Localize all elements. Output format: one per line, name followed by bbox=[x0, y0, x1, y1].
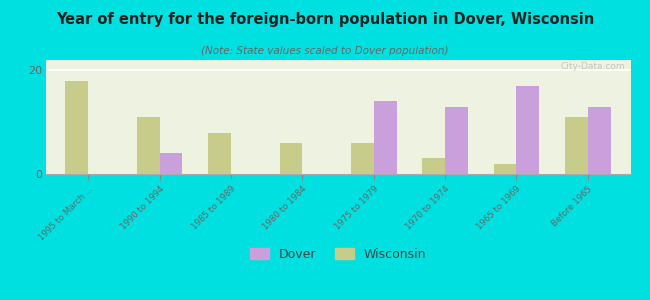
Bar bbox=[445, 106, 468, 174]
Bar bbox=[422, 158, 445, 174]
Bar bbox=[565, 117, 588, 174]
Bar bbox=[374, 101, 396, 174]
Text: City-Data.com: City-Data.com bbox=[560, 62, 625, 71]
Bar bbox=[160, 153, 183, 174]
Bar bbox=[588, 106, 610, 174]
Bar bbox=[493, 164, 516, 174]
Bar bbox=[280, 143, 302, 174]
Bar bbox=[66, 81, 88, 174]
Text: (Note: State values scaled to Dover population): (Note: State values scaled to Dover popu… bbox=[202, 46, 448, 56]
Legend: Dover, Wisconsin: Dover, Wisconsin bbox=[245, 243, 431, 266]
Bar bbox=[208, 133, 231, 174]
Text: Year of entry for the foreign-born population in Dover, Wisconsin: Year of entry for the foreign-born popul… bbox=[56, 12, 594, 27]
Bar bbox=[351, 143, 374, 174]
Bar bbox=[516, 86, 540, 174]
Bar bbox=[136, 117, 160, 174]
